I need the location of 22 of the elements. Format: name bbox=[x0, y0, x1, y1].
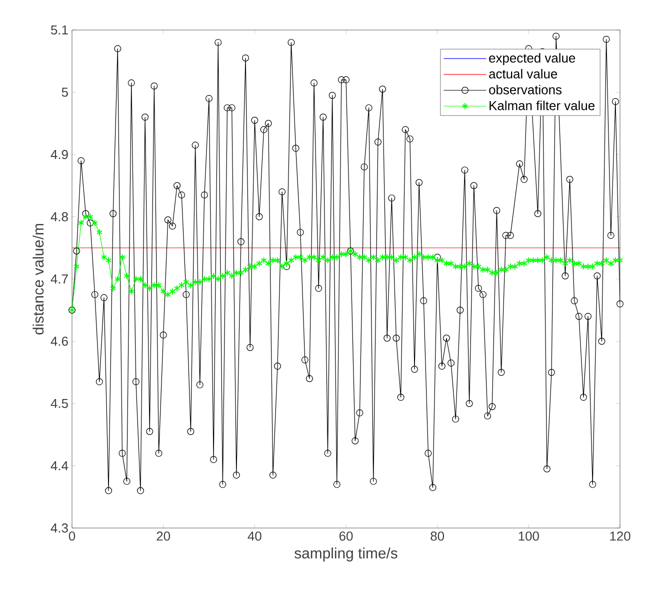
x-tick-label: 120 bbox=[610, 532, 630, 541]
y-tick-label: 4.6 bbox=[50, 336, 68, 346]
y-axis-title: distance value/m bbox=[32, 224, 44, 334]
y-tick-label: 4.4 bbox=[50, 461, 68, 470]
x-tick-label: 40 bbox=[248, 532, 262, 541]
x-tick-label: 80 bbox=[430, 532, 444, 541]
y-tick-label: 4.9 bbox=[50, 150, 68, 160]
y-tick-label: 4.8 bbox=[50, 212, 68, 222]
x-tick-label: 0 bbox=[68, 532, 76, 541]
y-tick-label: 5.1 bbox=[50, 25, 68, 35]
legend-label: actual value bbox=[489, 68, 558, 78]
x-axis-title: sampling time/s bbox=[294, 548, 398, 562]
x-tick-label: 60 bbox=[339, 532, 353, 541]
legend-label: Kalman filter value bbox=[490, 100, 594, 110]
x-tick-label: 20 bbox=[156, 532, 170, 541]
y-tick-label: 5 bbox=[62, 88, 68, 97]
y-tick-label: 4.5 bbox=[50, 398, 68, 408]
x-tick-label: 100 bbox=[518, 532, 539, 541]
legend-label: expected value bbox=[489, 53, 576, 66]
y-tick-label: 4.3 bbox=[50, 523, 68, 533]
y-tick-label: 4.7 bbox=[50, 274, 68, 284]
legend-label: observations bbox=[489, 84, 562, 94]
